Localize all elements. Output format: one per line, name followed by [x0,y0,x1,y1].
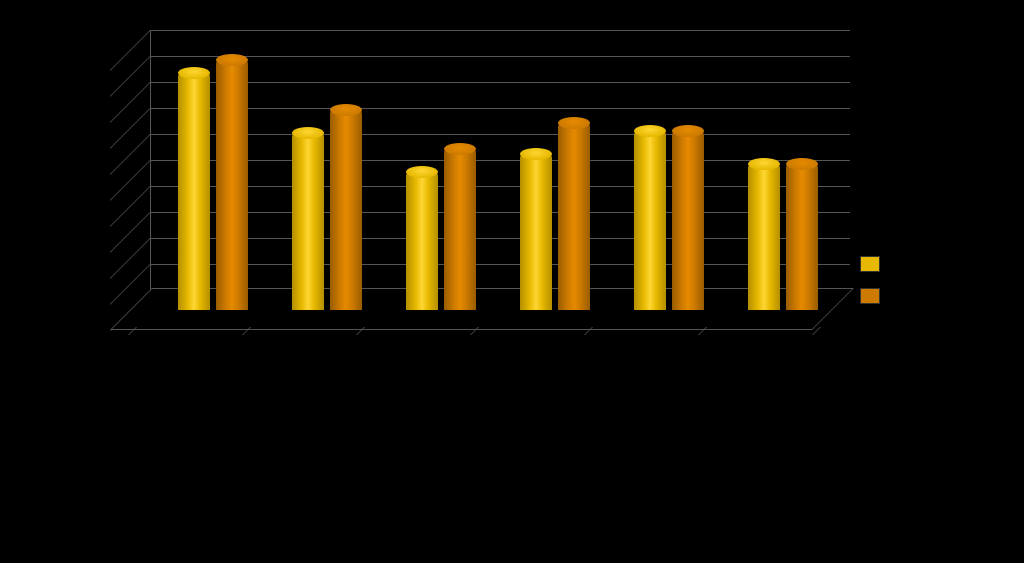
chart-bar [520,154,552,310]
bar-front [520,154,552,310]
chart-bar [216,60,248,310]
bar-front [292,133,324,310]
chart-bar [786,164,818,310]
chart-bar [634,131,666,310]
legend-swatch-series-b [860,288,880,304]
chart-bar [672,131,704,310]
bar-front [330,110,362,310]
chart-bar [330,110,362,310]
gridline [150,30,850,31]
legend-label-series-b: Series B [888,287,948,305]
bar-front [178,73,210,310]
chart-bar [748,164,780,310]
bar-front [216,60,248,310]
bar-front [406,172,438,310]
chart-bar [444,149,476,310]
legend-item-series-a: Series A [860,255,948,273]
chart-bar [292,133,324,310]
bar-top [444,143,476,155]
chart-bars-container [150,50,850,310]
chart-bar [406,172,438,310]
legend-label-series-a: Series A [888,255,948,273]
bar-top [634,125,666,137]
chart-bar [178,73,210,310]
bar-front [786,164,818,310]
legend-item-series-b: Series B [860,287,948,305]
bar-top [520,148,552,160]
bar-front [444,149,476,310]
chart-plot-area [110,30,810,330]
bar-front [558,123,590,310]
bar-top [672,125,704,137]
bar-front [634,131,666,310]
legend-swatch-series-a [860,256,880,272]
chart-bar [558,123,590,310]
bar-front [748,164,780,310]
chart-legend: Series A Series B [860,255,948,319]
bar-front [672,131,704,310]
bar-top [330,104,362,116]
bar-top [558,117,590,129]
